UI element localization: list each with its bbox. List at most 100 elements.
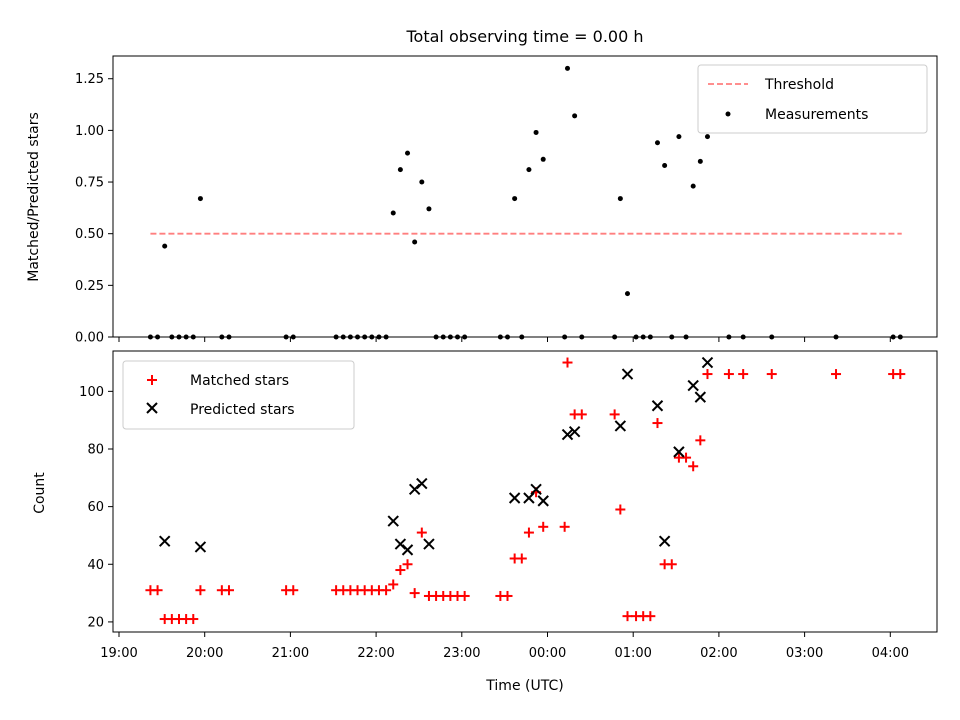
measurement-point	[390, 210, 396, 216]
matched-star-point	[622, 611, 633, 622]
bottom-y-tick-label: 40	[87, 558, 104, 573]
matched-star-point	[666, 559, 677, 570]
predicted-star-point	[401, 544, 414, 556]
top-y-tick-label: 1.00	[75, 124, 104, 139]
matched-star-point	[702, 369, 713, 380]
bottom-x-ticks: 19:00 20:00 21:00 22:00 23:00 00:00 01:00 02:00…	[100, 632, 909, 661]
matched-star-point	[576, 409, 587, 420]
measurement-point	[512, 196, 518, 202]
matched-star-point	[152, 585, 163, 596]
x-tick-label: 01:00	[614, 646, 651, 661]
measurement-point	[690, 183, 696, 189]
predicted-star-point	[423, 538, 435, 550]
measurement-point	[697, 158, 703, 164]
matched-star-point	[609, 409, 620, 420]
measurement-point	[412, 239, 418, 245]
matched-star-point	[562, 357, 573, 368]
bottom-legend: Matched stars Predicted stars	[122, 360, 355, 430]
matched-star-point	[831, 369, 842, 380]
matched-star-point	[395, 565, 406, 576]
predicted-star-point	[416, 477, 428, 490]
bottom-panel: Count Time (UTC) 20 40 60 80 100 19:00 20:00 2…	[32, 350, 938, 694]
measurement-point	[540, 156, 546, 162]
measurement-point	[426, 206, 432, 212]
predicted-star-point	[508, 492, 521, 504]
matched-star-point	[388, 579, 399, 590]
matched-star-point	[502, 590, 513, 601]
matched-star-point	[516, 553, 527, 564]
matched-star-point	[895, 369, 906, 380]
measurement-point	[533, 129, 539, 135]
matched-star-point	[738, 369, 749, 380]
measurement-point	[197, 196, 203, 202]
matched-star-point	[409, 588, 420, 599]
matched-star-point	[695, 435, 706, 446]
measurement-point	[162, 243, 168, 249]
measurement-point	[397, 167, 403, 173]
top-y-ticks: 0.00 0.25 0.50 0.75 1.00 1.25	[75, 72, 113, 346]
top-y-tick-label: 1.25	[75, 72, 104, 87]
measurement-point	[405, 150, 411, 156]
predicted-star-point	[651, 400, 664, 412]
matched-star-point	[459, 590, 470, 601]
matched-star-point	[195, 585, 206, 596]
x-tick-label: 04:00	[872, 646, 909, 661]
matched-star-point	[402, 559, 413, 570]
x-tick-label: 23:00	[443, 646, 480, 661]
x-tick-label: 21:00	[272, 646, 309, 661]
x-tick-label: 20:00	[186, 646, 223, 661]
bottom-y-tick-label: 100	[79, 385, 104, 400]
x-tick-label: 00:00	[529, 646, 566, 661]
predicted-star-point	[694, 391, 707, 403]
measurement-point	[662, 163, 668, 169]
predicted-star-point	[194, 541, 207, 553]
measurement-point	[704, 134, 710, 140]
predicted-star-point	[673, 446, 685, 458]
top-panel: Total observing time = 0.00 h Matched/Pr…	[26, 27, 938, 346]
matched-star-point	[645, 611, 656, 622]
matched-star-point	[416, 527, 427, 538]
predicted-star-point	[621, 368, 634, 380]
predicted-star-point	[658, 535, 671, 547]
measurement-point	[624, 291, 630, 297]
matched-star-point	[381, 585, 392, 596]
top-y-tick-label: 0.00	[75, 331, 104, 346]
matched-legend-swatch	[147, 375, 157, 385]
legend-label-matched: Matched stars	[190, 373, 289, 389]
x-tick-label: 19:00	[100, 646, 137, 661]
bottom-y-ticks: 20 40 60 80 100	[79, 385, 113, 630]
predicted-star-point	[523, 492, 535, 504]
matched-star-point	[559, 521, 570, 532]
measurements-legend-swatch	[725, 111, 731, 117]
predicted-legend-swatch	[146, 402, 158, 414]
x-tick-label: 22:00	[357, 646, 394, 661]
top-y-tick-label: 0.25	[75, 279, 104, 294]
measurement-point	[676, 134, 682, 140]
predicted-star-point	[537, 495, 549, 507]
measurement-point	[526, 167, 532, 173]
predicted-star-point	[158, 535, 171, 547]
legend-label-threshold: Threshold	[764, 77, 834, 93]
legend-label-measurements: Measurements	[765, 107, 868, 123]
measurement-point	[617, 196, 623, 202]
matched-star-point	[615, 504, 626, 515]
measurement-point	[419, 179, 425, 185]
top-x-ticks	[118, 337, 891, 342]
matched-star-point	[766, 369, 777, 380]
measurement-point	[572, 113, 578, 119]
chart-title: Total observing time = 0.00 h	[405, 27, 643, 46]
matched-star-point	[688, 461, 699, 472]
predicted-star-point	[568, 425, 581, 438]
x-axis-label: Time (UTC)	[485, 678, 563, 694]
x-tick-label: 02:00	[700, 646, 737, 661]
bottom-y-tick-label: 20	[87, 615, 104, 630]
predicted-star-point	[701, 356, 714, 369]
predicted-star-point	[387, 515, 399, 527]
bottom-y-axis-label: Count	[32, 472, 48, 514]
matched-star-point	[538, 521, 549, 532]
predicted-star-point	[614, 420, 627, 432]
bottom-plot-marks	[145, 356, 906, 625]
top-plot-frame	[112, 55, 938, 338]
matched-star-point	[288, 585, 299, 596]
